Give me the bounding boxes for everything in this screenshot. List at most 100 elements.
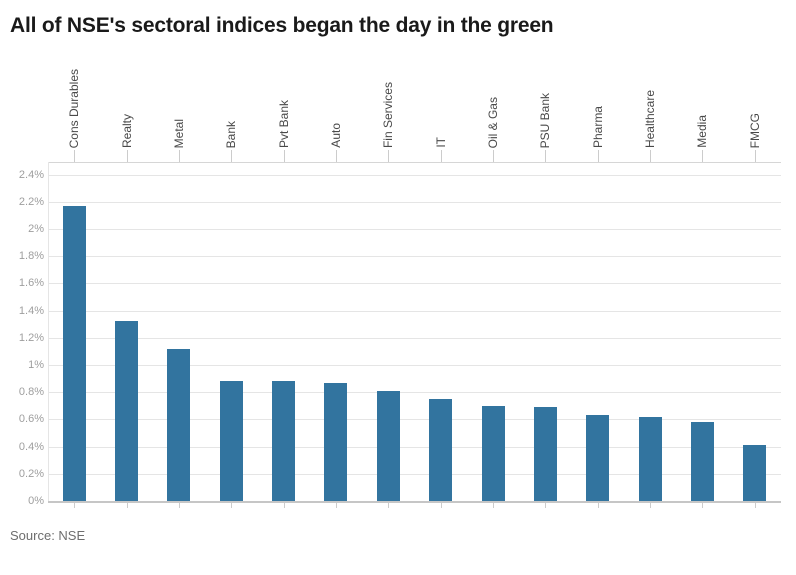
category-label-fmcg: FMCG: [746, 55, 764, 148]
category-tick-bottom-fmcg: [755, 503, 756, 508]
x-axis-line: [48, 501, 781, 503]
category-label-cons-durables: Cons Durables: [65, 55, 83, 148]
bar-pvt-bank: [272, 381, 295, 501]
gridline: [48, 311, 781, 312]
category-label-text-auto: Auto: [329, 123, 343, 148]
category-label-text-healthcare: Healthcare: [643, 89, 657, 148]
category-label-pharma: Pharma: [589, 55, 607, 148]
y-axis-label: 0%: [28, 495, 44, 507]
category-tick-top-healthcare: [650, 150, 651, 162]
gridline: [48, 202, 781, 203]
bar-media: [691, 422, 714, 501]
category-label-realty: Realty: [118, 55, 136, 148]
category-tick-top-pharma: [598, 150, 599, 162]
category-tick-bottom-oil-gas: [493, 503, 494, 508]
gridline: [48, 175, 781, 176]
gridline: [48, 392, 781, 393]
bar-fmcg: [743, 445, 766, 501]
category-tick-top-bank: [231, 150, 232, 162]
bar-healthcare: [639, 417, 662, 501]
category-label-text-fmcg: FMCG: [748, 112, 762, 148]
category-label-fin-services: Fin Services: [379, 55, 397, 148]
y-axis-label: 1.2%: [18, 332, 44, 344]
category-tick-bottom-pvt-bank: [284, 503, 285, 508]
category-tick-bottom-psu-bank: [545, 503, 546, 508]
y-axis-label: 1%: [28, 359, 44, 371]
y-axis-label: 0.2%: [18, 468, 44, 480]
category-label-metal: Metal: [170, 55, 188, 148]
category-tick-bottom-pharma: [598, 503, 599, 508]
category-label-auto: Auto: [327, 55, 345, 148]
gridline: [48, 474, 781, 475]
bar-fin-services: [377, 391, 400, 501]
gridline: [48, 365, 781, 366]
category-tick-bottom-bank: [231, 503, 232, 508]
category-label-text-bank: Bank: [224, 120, 238, 148]
bar-realty: [115, 321, 138, 501]
plot-left-border: [48, 162, 49, 501]
gridline: [48, 283, 781, 284]
bar-bank: [220, 381, 243, 501]
bar-metal: [167, 349, 190, 501]
category-label-text-cons-durables: Cons Durables: [67, 68, 81, 148]
y-axis-label: 0.6%: [18, 413, 44, 425]
category-label-bank: Bank: [222, 55, 240, 148]
category-label-text-psu-bank: PSU Bank: [538, 92, 552, 148]
category-tick-top-fmcg: [755, 150, 756, 162]
category-label-it: IT: [432, 55, 450, 148]
gridline: [48, 338, 781, 339]
category-tick-top-auto: [336, 150, 337, 162]
category-tick-top-oil-gas: [493, 150, 494, 162]
category-tick-top-cons-durables: [74, 150, 75, 162]
category-label-text-pharma: Pharma: [591, 105, 605, 148]
category-label-psu-bank: PSU Bank: [536, 55, 554, 148]
y-axis-label: 1.8%: [18, 250, 44, 262]
category-tick-bottom-realty: [127, 503, 128, 508]
category-label-text-media: Media: [695, 115, 709, 148]
category-tick-bottom-it: [441, 503, 442, 508]
category-tick-top-psu-bank: [545, 150, 546, 162]
category-label-text-pvt-bank: Pvt Bank: [277, 99, 291, 148]
category-tick-top-fin-services: [388, 150, 389, 162]
category-label-media: Media: [693, 55, 711, 148]
gridline: [48, 256, 781, 257]
bar-cons-durables: [63, 206, 86, 501]
bar-psu-bank: [534, 407, 557, 501]
y-axis-label: 2%: [28, 223, 44, 235]
chart-title: All of NSE's sectoral indices began the …: [10, 14, 554, 37]
y-axis-label: 0.8%: [18, 386, 44, 398]
category-tick-bottom-fin-services: [388, 503, 389, 508]
category-tick-top-media: [702, 150, 703, 162]
category-tick-top-metal: [179, 150, 180, 162]
gridline: [48, 447, 781, 448]
category-tick-top-it: [441, 150, 442, 162]
category-tick-top-realty: [127, 150, 128, 162]
category-label-text-it: IT: [434, 137, 448, 148]
y-axis-label: 0.4%: [18, 441, 44, 453]
gridline: [48, 229, 781, 230]
category-tick-bottom-cons-durables: [74, 503, 75, 508]
y-axis-label: 1.6%: [18, 277, 44, 289]
category-label-text-metal: Metal: [172, 118, 186, 148]
y-axis-label: 2.2%: [18, 196, 44, 208]
category-tick-bottom-auto: [336, 503, 337, 508]
bar-auto: [324, 383, 347, 501]
category-tick-top-pvt-bank: [284, 150, 285, 162]
y-axis-label: 1.4%: [18, 305, 44, 317]
bar-oil-gas: [482, 406, 505, 501]
category-label-text-realty: Realty: [120, 113, 134, 148]
gridline: [48, 419, 781, 420]
bar-pharma: [586, 415, 609, 501]
category-label-text-fin-services: Fin Services: [381, 81, 395, 148]
category-label-healthcare: Healthcare: [641, 55, 659, 148]
y-axis-label: 2.4%: [18, 169, 44, 181]
source-note: Source: NSE: [10, 528, 86, 543]
bar-it: [429, 399, 452, 501]
category-tick-bottom-metal: [179, 503, 180, 508]
plot-top-border: [48, 162, 781, 163]
category-label-pvt-bank: Pvt Bank: [275, 55, 293, 148]
category-label-oil-gas: Oil & Gas: [484, 55, 502, 148]
category-label-text-oil-gas: Oil & Gas: [486, 96, 500, 148]
